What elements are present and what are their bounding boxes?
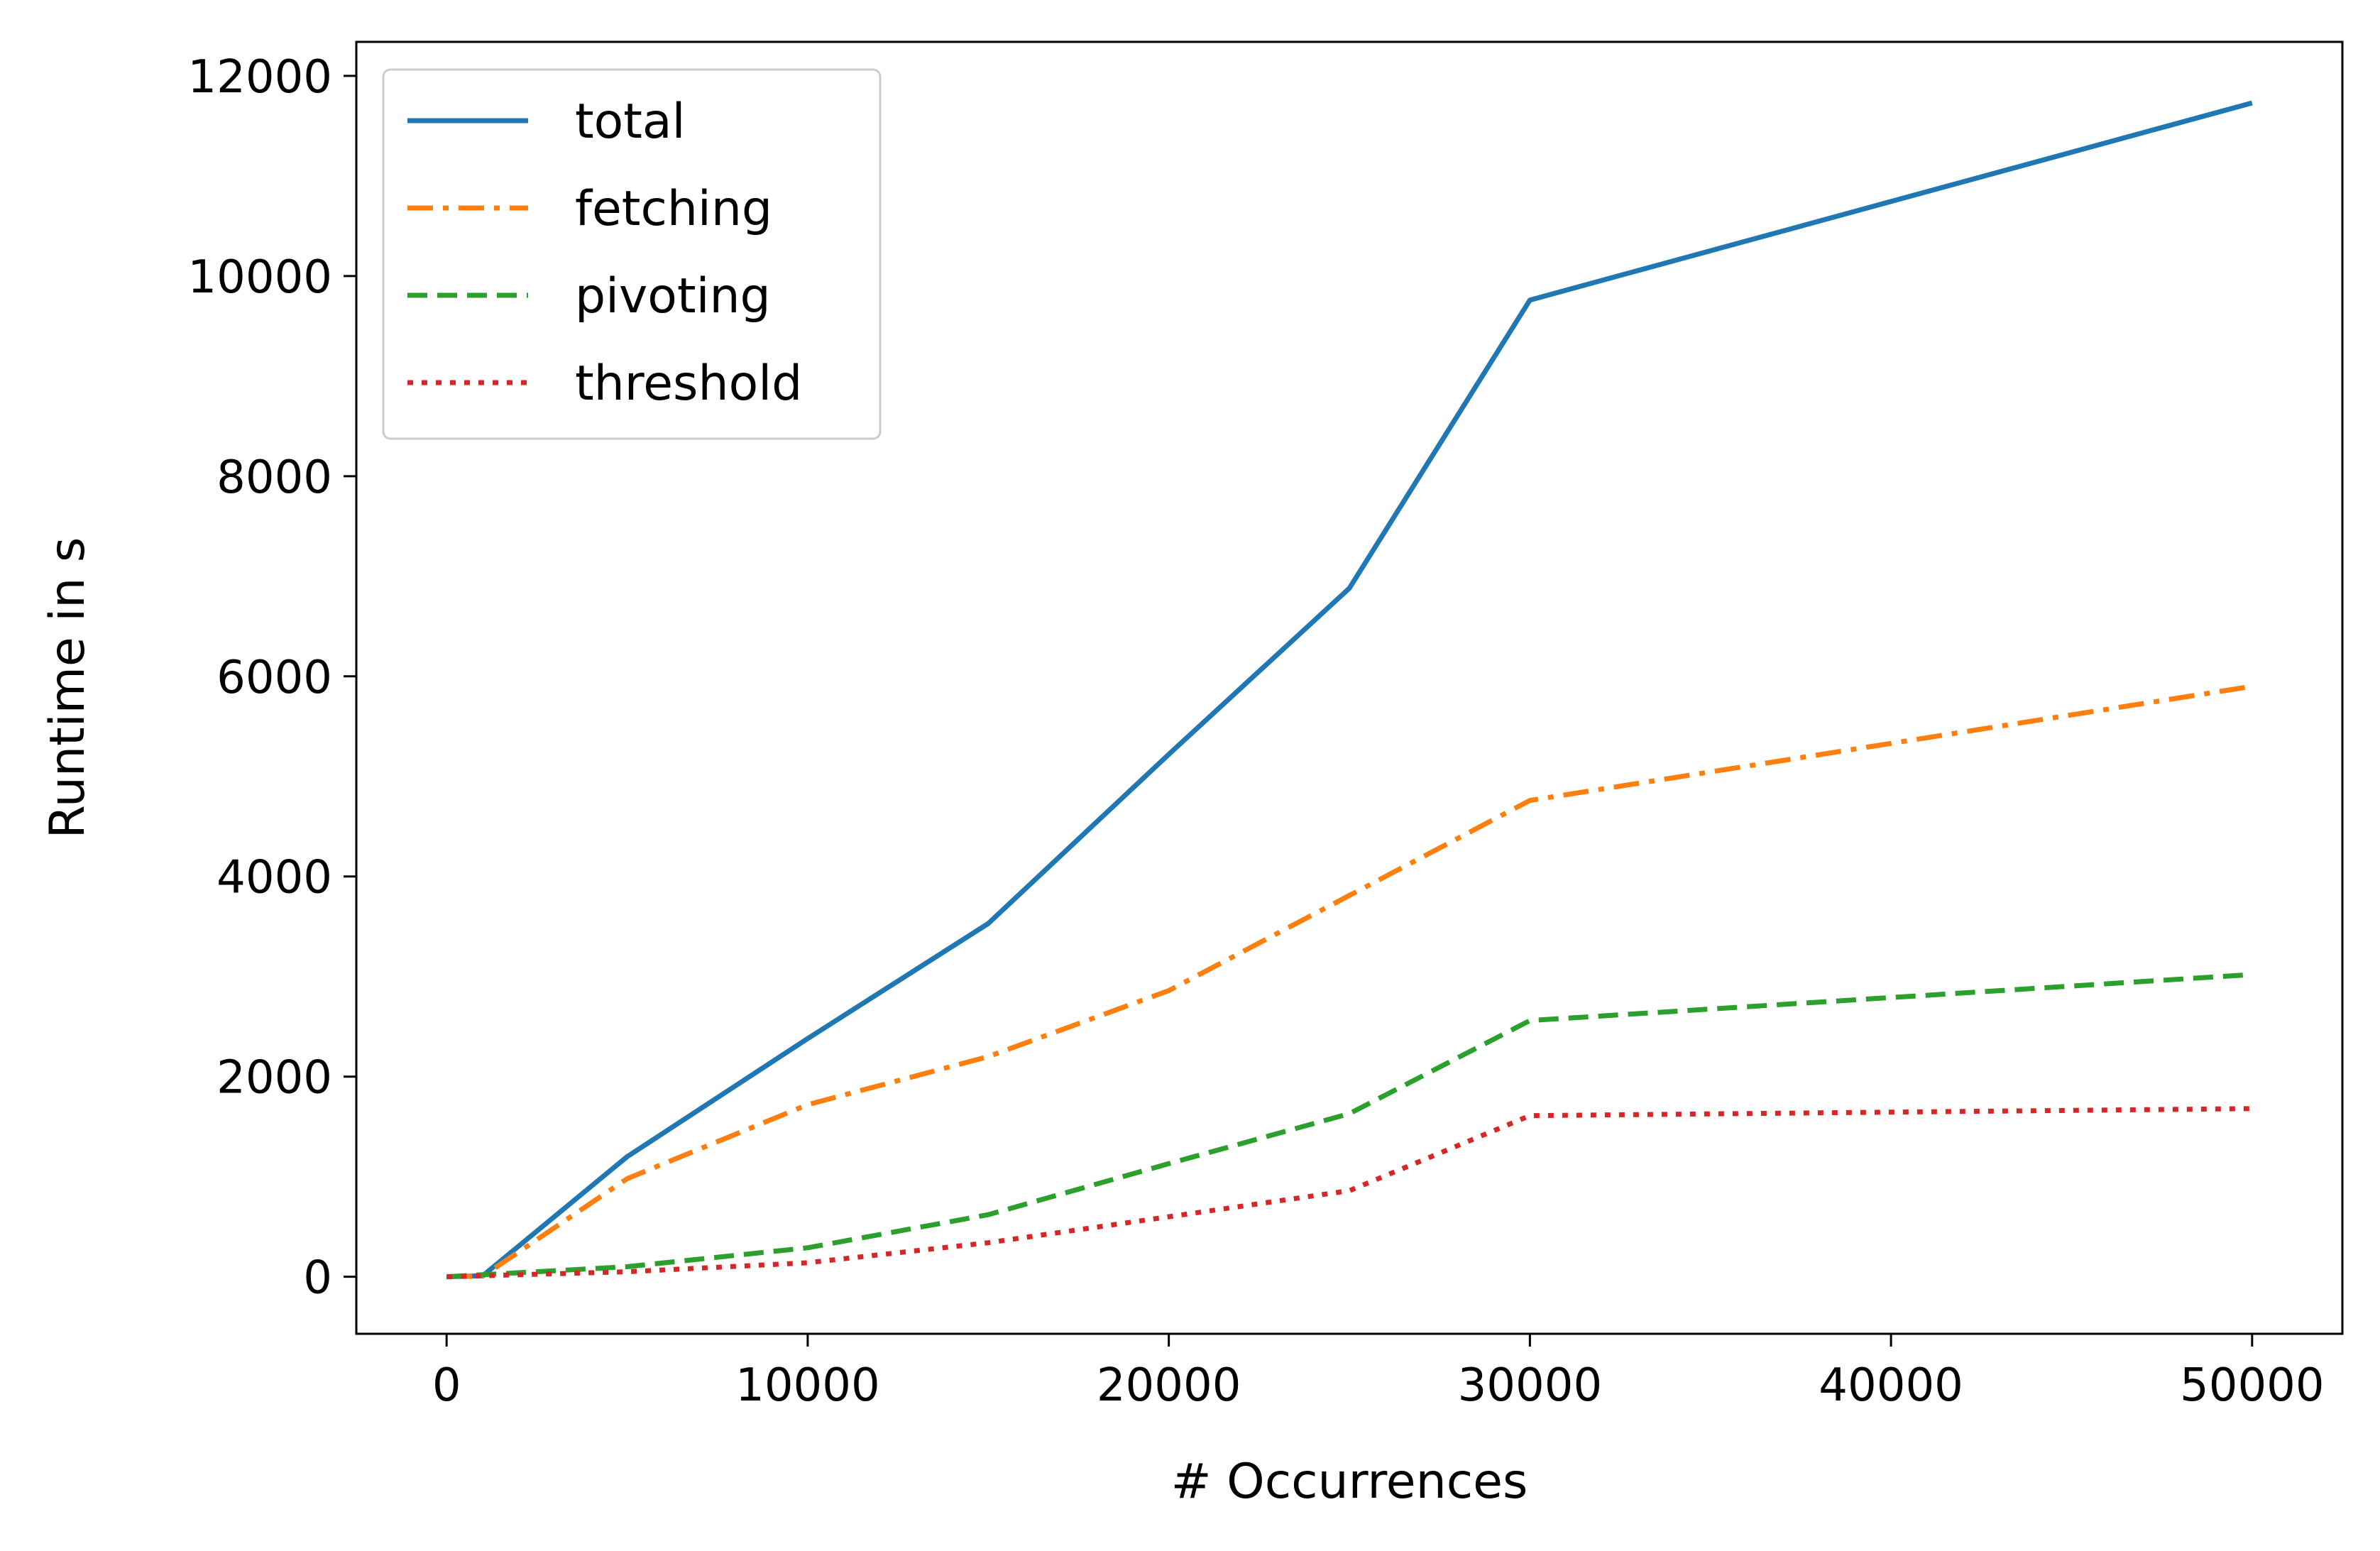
y-axis-title: Runtime in s [40,537,96,839]
y-tick-label: 8000 [216,451,332,504]
y-tick-label: 10000 [187,251,332,304]
x-axis-title: # Occurrences [1171,1454,1528,1510]
y-tick-label: 6000 [216,652,332,704]
x-axis: 0 10000 20000 30000 40000 50000 [432,1334,2325,1412]
y-tick-label: 12000 [187,51,332,104]
x-tick-label: 40000 [1819,1359,1963,1412]
x-tick-label: 50000 [2180,1359,2325,1412]
series-line-fetching [446,684,2253,1280]
x-tick-label: 30000 [1458,1359,1603,1412]
legend-label-fetching: fetching [575,181,772,237]
legend-box [382,68,882,440]
y-axis: 0 2000 4000 6000 8000 10000 12000 [187,51,356,1305]
y-tick-label: 2000 [216,1052,332,1105]
legend-label-pivoting: pivoting [575,268,771,324]
legend-label-total: total [575,94,686,150]
x-tick-label: 10000 [735,1359,880,1412]
series-line-threshold [446,1106,2252,1280]
y-tick-label: 4000 [216,852,332,904]
legend-label-threshold: threshold [575,356,802,412]
plot-frame [355,40,2344,1335]
x-tick-label: 20000 [1097,1359,1241,1412]
series-line-total [446,100,2253,1280]
x-tick-label: 0 [432,1359,461,1412]
series-line-pivoting [446,972,2253,1280]
series-layer [446,100,2253,1280]
y-tick-label: 0 [303,1252,332,1305]
legend: total fetching pivoting threshold [382,68,882,440]
